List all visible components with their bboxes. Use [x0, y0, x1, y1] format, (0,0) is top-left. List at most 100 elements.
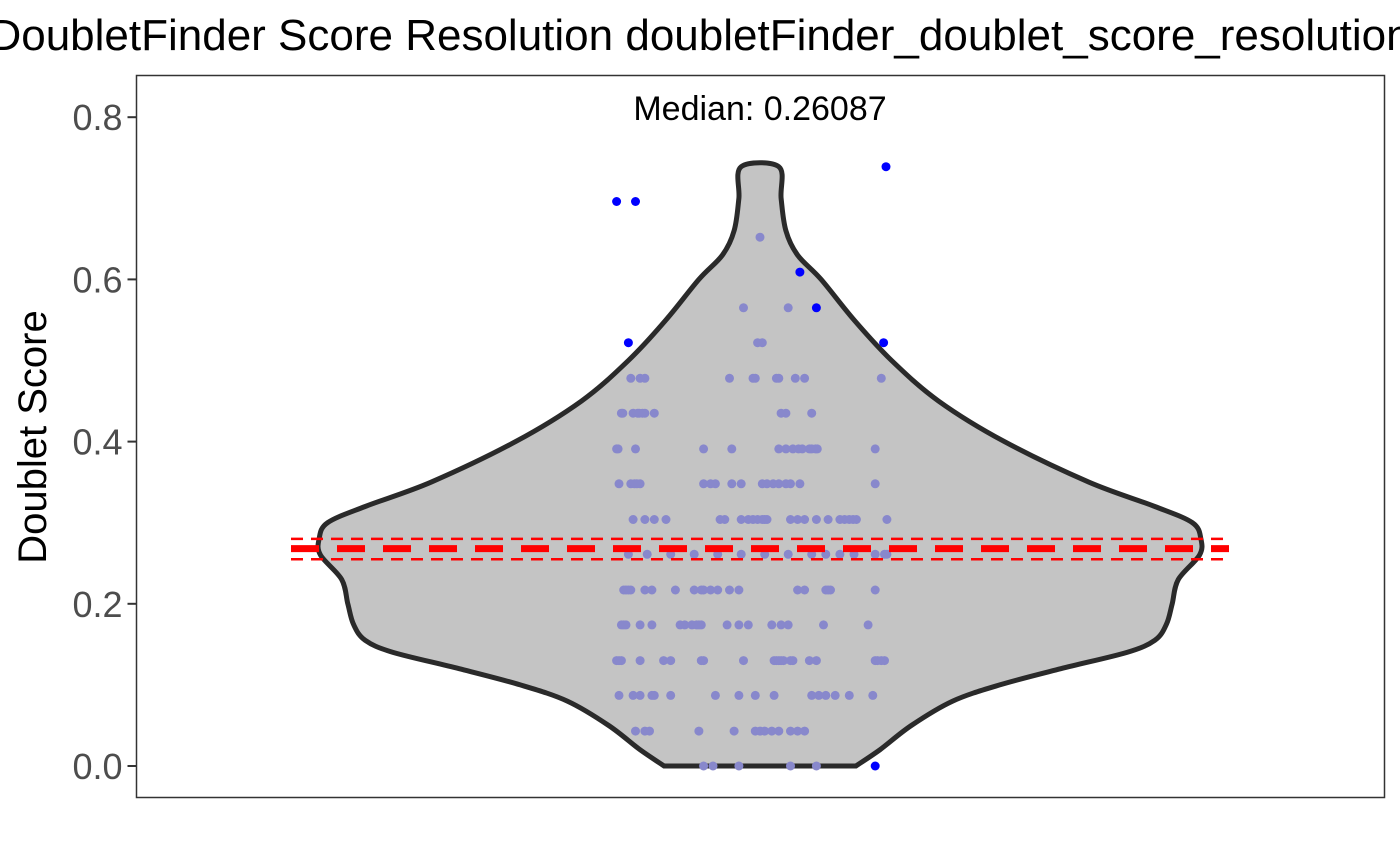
median-annotation: Median: 0.26087 — [633, 90, 886, 128]
outlier-point — [881, 162, 891, 172]
data-point — [762, 479, 772, 489]
data-point — [628, 515, 638, 524]
data-point — [786, 726, 795, 736]
data-point — [767, 620, 777, 630]
outlier-point — [623, 338, 633, 348]
data-point — [729, 726, 739, 736]
data-point — [757, 338, 767, 348]
data-point — [710, 690, 720, 700]
data-point — [844, 690, 854, 700]
outlier-point — [612, 197, 622, 206]
data-point — [736, 549, 746, 559]
data-point — [626, 373, 636, 383]
data-point — [876, 373, 886, 383]
data-point — [769, 690, 779, 700]
data-point — [779, 656, 788, 666]
data-point — [734, 585, 744, 595]
data-point — [760, 726, 770, 736]
data-point — [642, 549, 652, 559]
data-point — [635, 656, 645, 666]
data-point — [793, 585, 803, 595]
data-point — [628, 690, 638, 700]
data-point — [814, 690, 824, 700]
data-point — [689, 585, 699, 595]
y-tick-label: 0.6 — [72, 259, 122, 300]
data-point — [795, 479, 805, 489]
data-point — [819, 620, 828, 630]
data-point — [734, 690, 744, 700]
data-point — [812, 444, 822, 454]
data-point — [821, 690, 831, 700]
points-layer — [612, 162, 892, 771]
data-point — [870, 549, 880, 559]
data-point — [870, 479, 880, 489]
data-point — [713, 585, 723, 595]
data-point — [699, 444, 709, 454]
data-point — [851, 515, 861, 524]
data-point — [783, 620, 793, 630]
data-point — [781, 408, 791, 418]
data-point — [640, 585, 650, 595]
data-point — [699, 761, 709, 771]
data-point — [647, 585, 657, 595]
chart-title: DoubletFinder Score Resolution doubletFi… — [0, 11, 1400, 60]
data-point — [725, 373, 734, 383]
data-point — [750, 373, 760, 383]
violin-shape — [315, 160, 1205, 769]
data-point — [631, 444, 640, 454]
data-point — [800, 585, 810, 595]
data-point — [699, 585, 709, 595]
reference-lines — [291, 537, 1229, 561]
data-point — [734, 620, 744, 630]
data-point — [807, 408, 817, 418]
data-point — [783, 549, 793, 559]
data-point — [804, 656, 814, 666]
data-point — [635, 620, 645, 630]
data-point — [680, 620, 690, 630]
data-point — [835, 549, 845, 559]
data-point — [739, 656, 748, 666]
data-point — [649, 690, 659, 700]
data-point — [783, 303, 793, 313]
data-point — [823, 515, 833, 524]
data-point — [786, 515, 795, 524]
data-point — [699, 656, 709, 666]
data-point — [781, 444, 791, 454]
data-point — [793, 515, 803, 524]
y-tick-label: 0.4 — [72, 422, 122, 463]
data-point — [800, 726, 810, 736]
y-tick-label: 0.0 — [72, 746, 122, 787]
data-point — [800, 515, 810, 524]
data-point — [631, 726, 640, 736]
data-point — [739, 303, 748, 313]
data-point — [863, 620, 873, 630]
data-point — [774, 373, 784, 383]
data-point — [661, 515, 671, 524]
outlier-point — [870, 761, 880, 771]
data-point — [706, 585, 716, 595]
data-point — [786, 479, 795, 489]
data-point — [710, 479, 720, 489]
data-point — [880, 656, 889, 666]
data-point — [722, 620, 732, 630]
data-point — [870, 585, 880, 595]
data-point — [640, 408, 650, 418]
data-point — [699, 479, 709, 489]
data-point — [659, 656, 669, 666]
y-tick-label: 0.8 — [72, 97, 122, 138]
data-point — [640, 515, 650, 524]
data-point — [727, 479, 737, 489]
data-point — [626, 585, 636, 595]
data-point — [645, 726, 654, 736]
data-point — [725, 585, 734, 595]
data-point — [736, 479, 746, 489]
data-point — [614, 690, 624, 700]
y-axis-title: Doublet Score — [11, 310, 55, 563]
data-point — [613, 444, 623, 454]
data-point — [616, 656, 626, 666]
data-point — [708, 761, 718, 771]
outlier-point — [631, 197, 640, 206]
data-point — [793, 726, 803, 736]
data-point — [666, 656, 676, 666]
